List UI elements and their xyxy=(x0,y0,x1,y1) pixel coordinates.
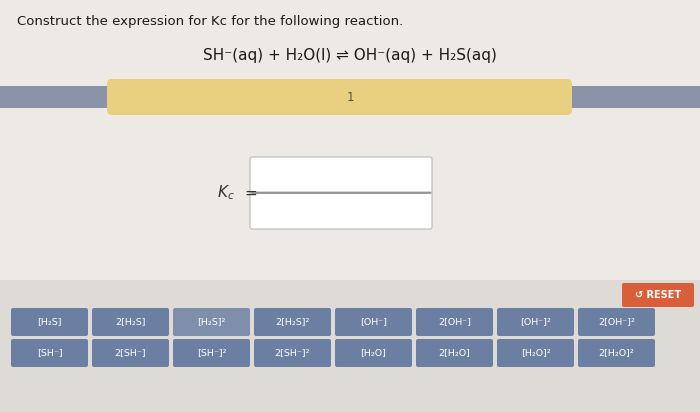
Text: 1: 1 xyxy=(346,91,354,103)
FancyBboxPatch shape xyxy=(173,308,250,336)
Text: [H₂O]²: [H₂O]² xyxy=(521,349,550,358)
FancyBboxPatch shape xyxy=(250,157,432,194)
Text: =: = xyxy=(244,185,257,201)
Text: [H₂O]: [H₂O] xyxy=(360,349,386,358)
Text: Construct the expression for Kc for the following reaction.: Construct the expression for Kc for the … xyxy=(17,15,403,28)
Text: 2[H₂O]: 2[H₂O] xyxy=(439,349,470,358)
FancyBboxPatch shape xyxy=(416,308,493,336)
FancyBboxPatch shape xyxy=(254,308,331,336)
Text: [SH⁻]: [SH⁻] xyxy=(36,349,62,358)
Text: [H₂S]: [H₂S] xyxy=(37,318,62,326)
Text: [OH⁻]²: [OH⁻]² xyxy=(520,318,551,326)
FancyBboxPatch shape xyxy=(11,308,88,336)
FancyBboxPatch shape xyxy=(173,339,250,367)
FancyBboxPatch shape xyxy=(497,339,574,367)
Text: 2[H₂O]²: 2[H₂O]² xyxy=(598,349,634,358)
FancyBboxPatch shape xyxy=(11,339,88,367)
FancyBboxPatch shape xyxy=(250,192,432,229)
Text: 2[H₂S]²: 2[H₂S]² xyxy=(275,318,309,326)
Text: SH⁻(aq) + H₂O(l) ⇌ OH⁻(aq) + H₂S(aq): SH⁻(aq) + H₂O(l) ⇌ OH⁻(aq) + H₂S(aq) xyxy=(203,48,497,63)
FancyBboxPatch shape xyxy=(578,308,655,336)
FancyBboxPatch shape xyxy=(497,308,574,336)
FancyBboxPatch shape xyxy=(578,339,655,367)
Text: 2[SH⁻]²: 2[SH⁻]² xyxy=(274,349,310,358)
FancyBboxPatch shape xyxy=(335,308,412,336)
Bar xyxy=(0,86,700,108)
Text: [SH⁻]²: [SH⁻]² xyxy=(197,349,226,358)
Text: ↺ RESET: ↺ RESET xyxy=(635,290,681,300)
FancyBboxPatch shape xyxy=(107,79,572,115)
Text: [H₂S]²: [H₂S]² xyxy=(197,318,225,326)
Text: 2[H₂S]: 2[H₂S] xyxy=(116,318,146,326)
Bar xyxy=(0,280,700,412)
Text: $K_c$: $K_c$ xyxy=(217,184,235,202)
FancyBboxPatch shape xyxy=(92,339,169,367)
FancyBboxPatch shape xyxy=(622,283,694,307)
FancyBboxPatch shape xyxy=(335,339,412,367)
FancyBboxPatch shape xyxy=(92,308,169,336)
Text: 2[OH⁻]²: 2[OH⁻]² xyxy=(598,318,635,326)
Text: [OH⁻]: [OH⁻] xyxy=(360,318,387,326)
FancyBboxPatch shape xyxy=(254,339,331,367)
FancyBboxPatch shape xyxy=(416,339,493,367)
Text: 2[OH⁻]: 2[OH⁻] xyxy=(438,318,471,326)
Text: 2[SH⁻]: 2[SH⁻] xyxy=(115,349,146,358)
